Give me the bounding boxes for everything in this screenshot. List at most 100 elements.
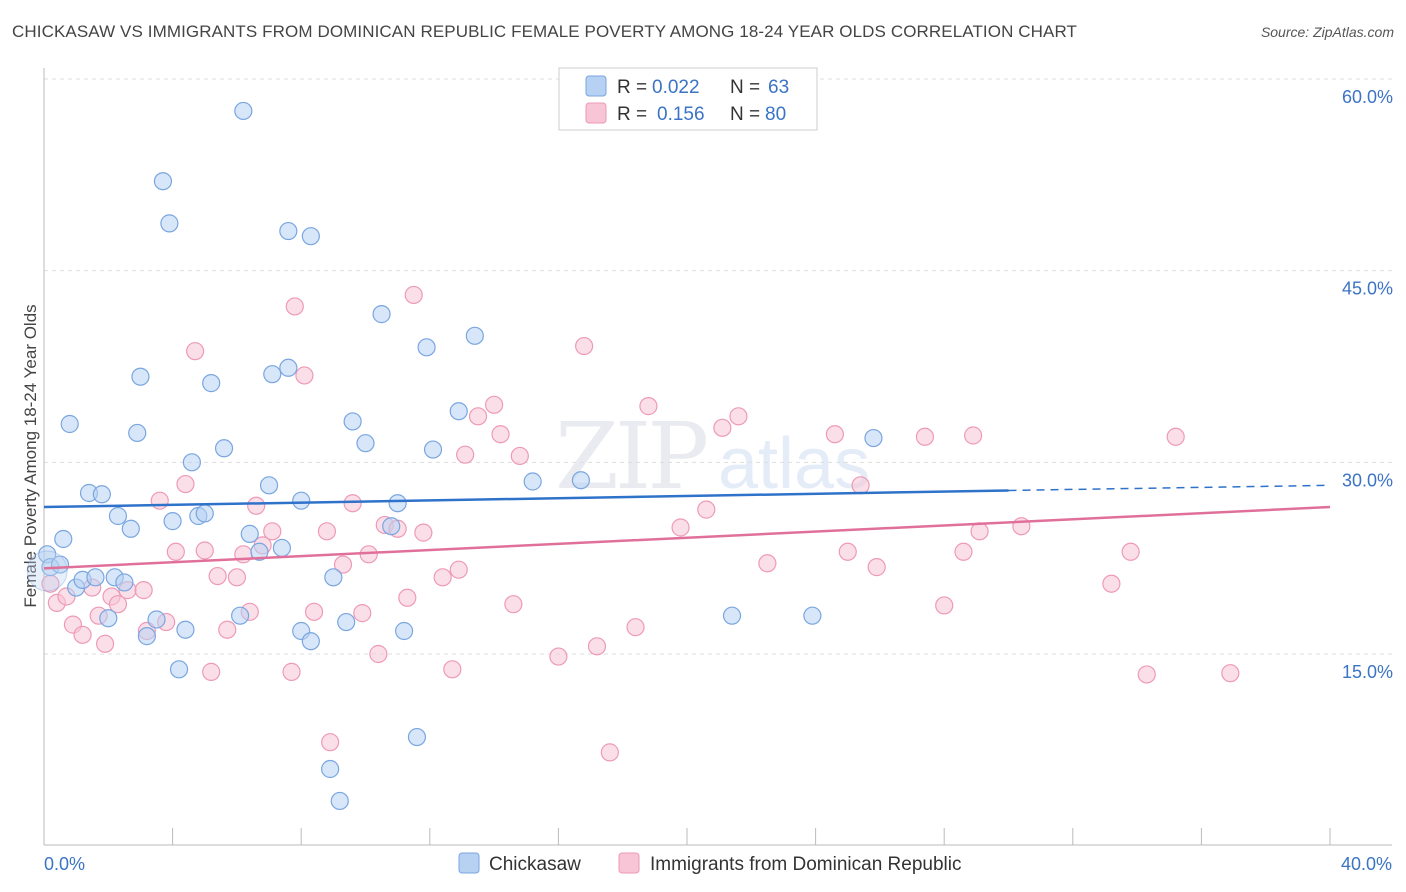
legend-n-value-immigrants: 80	[765, 104, 786, 125]
chickasaw-point	[160, 214, 179, 233]
immigrants-point	[456, 445, 475, 464]
immigrants-point	[321, 733, 340, 752]
trend-lines	[43, 484, 1331, 570]
immigrants-point	[867, 558, 886, 577]
chickasaw-point	[417, 338, 436, 357]
chickasaw-point	[182, 453, 201, 472]
chickasaw-point	[388, 494, 407, 513]
immigrants-point	[851, 476, 870, 495]
legend-r-value-chickasaw: 0.022	[652, 77, 700, 98]
immigrants-point	[697, 500, 716, 519]
x-tick-label-min: 0.0%	[44, 854, 85, 874]
chickasaw-point	[234, 101, 253, 121]
x-ticks	[172, 828, 1331, 845]
immigrants-point	[398, 588, 417, 607]
chickasaw-point	[394, 621, 414, 641]
trend-line-chickasaw-extension	[1008, 484, 1331, 492]
source-label: Source: ZipAtlas.com	[1260, 24, 1394, 40]
chickasaw-point	[131, 367, 150, 386]
immigrants-point	[729, 407, 748, 426]
immigrants-point	[915, 427, 935, 446]
immigrants-point	[404, 285, 423, 305]
immigrants-point	[549, 647, 568, 666]
immigrants-point	[449, 560, 468, 579]
chickasaw-point	[864, 428, 883, 448]
chickasaw-point	[240, 524, 259, 543]
legend-r-label-chickasaw: R =	[617, 77, 647, 98]
immigrants-point	[285, 297, 304, 316]
y-tick-labels: 15.0% 30.0% 45.0% 60.0%	[1342, 87, 1393, 682]
bottom-legend: Chickasaw Immigrants from Dominican Repu…	[458, 852, 962, 875]
immigrants-point	[639, 397, 658, 416]
immigrants-point	[935, 596, 954, 615]
immigrants-point	[1121, 542, 1140, 561]
immigrants-point	[108, 595, 128, 614]
chickasaw-point	[250, 542, 269, 561]
immigrants-point	[964, 426, 983, 445]
immigrants-point	[1137, 665, 1156, 684]
chickasaw-point	[571, 471, 591, 490]
immigrants-point	[295, 366, 314, 385]
series-immigrants-points	[41, 285, 1240, 762]
chickasaw-point	[92, 485, 111, 504]
immigrants-point	[353, 604, 372, 623]
chickasaw-point	[324, 568, 343, 587]
immigrants-point	[1166, 427, 1185, 446]
immigrants-point	[671, 518, 690, 537]
immigrants-point	[317, 522, 337, 541]
immigrants-point	[414, 523, 433, 542]
chickasaw-point	[279, 221, 298, 241]
immigrants-point	[758, 554, 777, 573]
immigrants-point	[176, 474, 195, 494]
chickasaw-point	[195, 504, 214, 523]
series-chickasaw-points	[26, 101, 883, 811]
chickasaw-point	[423, 440, 443, 459]
immigrants-point	[970, 522, 989, 541]
legend-r-label-immigrants: R =	[617, 104, 647, 125]
legend-n-value-chickasaw: 63	[768, 77, 789, 98]
trend-line-immigrants	[43, 505, 1331, 570]
immigrants-point	[626, 618, 645, 637]
chickasaw-point	[292, 491, 311, 510]
chickasaw-point	[169, 660, 189, 679]
chickasaw-point	[153, 172, 173, 191]
chickasaw-point	[465, 326, 484, 345]
immigrants-point	[150, 491, 169, 510]
chickasaw-point	[137, 627, 156, 646]
chickasaw-point	[214, 439, 234, 458]
immigrants-point	[95, 634, 115, 653]
chickasaw-point	[343, 412, 362, 431]
trend-line-chickasaw	[43, 489, 1009, 509]
immigrants-point	[443, 660, 462, 679]
immigrants-point	[491, 425, 510, 444]
legend-swatch-immigrants	[585, 102, 607, 124]
immigrants-point	[1221, 664, 1240, 683]
chickasaw-point	[128, 423, 147, 443]
immigrants-point	[333, 555, 353, 574]
chickasaw-point	[321, 759, 340, 779]
immigrants-point	[485, 395, 504, 414]
legend-swatch-chickasaw	[585, 75, 607, 97]
immigrants-point	[247, 496, 266, 515]
chickasaw-point	[108, 506, 128, 526]
chickasaw-point	[279, 358, 298, 377]
immigrants-point	[134, 581, 153, 600]
chickasaw-point	[722, 606, 742, 625]
chickasaw-point	[301, 632, 320, 651]
immigrants-point	[202, 662, 221, 681]
immigrants-point	[713, 418, 732, 437]
immigrants-point	[504, 595, 523, 614]
immigrants-point	[304, 602, 324, 621]
chickasaw-point	[60, 414, 79, 434]
legend: R = 0.022 N = 63 R = 0.156 N = 80	[558, 67, 818, 131]
y-tick-label: 30.0%	[1342, 470, 1393, 490]
chart-title: CHICKASAW VS IMMIGRANTS FROM DOMINICAN R…	[12, 22, 1078, 41]
chickasaw-point	[99, 609, 118, 628]
chickasaw-point	[803, 606, 822, 625]
chickasaw-point	[407, 727, 427, 747]
chickasaw-point	[54, 529, 73, 549]
immigrants-point	[433, 568, 452, 587]
chickasaw-point	[86, 568, 105, 587]
chickasaw-point-large	[26, 550, 68, 592]
